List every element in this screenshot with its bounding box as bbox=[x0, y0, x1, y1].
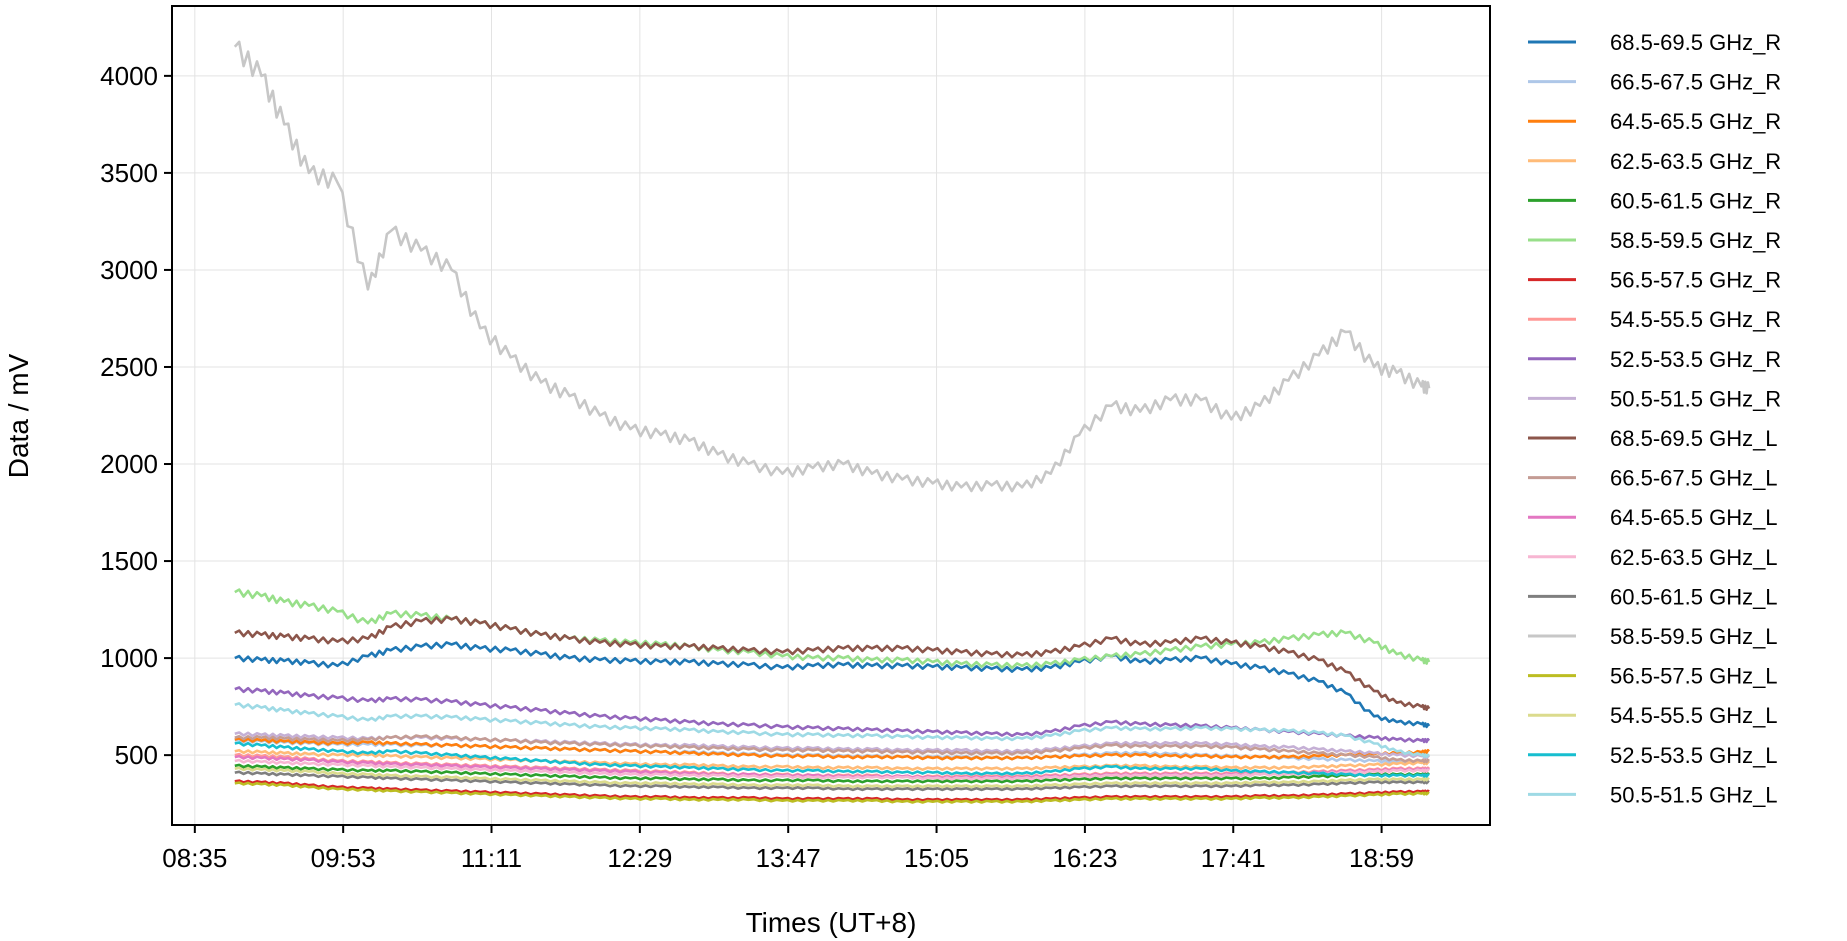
series-line bbox=[234, 615, 1431, 711]
x-tick-label: 11:11 bbox=[461, 843, 522, 873]
series-line bbox=[234, 734, 1430, 764]
legend-label: 50.5-51.5 GHz_L bbox=[1610, 782, 1778, 807]
legend-label: 52.5-53.5 GHz_L bbox=[1610, 743, 1778, 768]
x-axis-title: Times (UT+8) bbox=[746, 907, 917, 938]
x-tick-label: 09:53 bbox=[311, 843, 376, 873]
legend-label: 68.5-69.5 GHz_R bbox=[1610, 30, 1781, 55]
legend-label: 58.5-59.5 GHz_R bbox=[1610, 228, 1781, 253]
legend-label: 60.5-61.5 GHz_R bbox=[1610, 188, 1781, 213]
y-axis-title: Data / mV bbox=[3, 353, 34, 478]
legend: 68.5-69.5 GHz_R 66.5-67.5 GHz_R 64.5-65.5 … bbox=[1528, 30, 1781, 807]
legend-label: 68.5-69.5 GHz_L bbox=[1610, 426, 1778, 451]
series-line bbox=[233, 40, 1431, 493]
legend-label: 50.5-51.5 GHz_R bbox=[1610, 386, 1781, 411]
y-axis-ticks: 500 1000 1500 2000 2500 3000 3500 4000 bbox=[100, 61, 172, 770]
legend-label: 58.5-59.5 GHz_L bbox=[1610, 624, 1778, 649]
series-line bbox=[234, 779, 1430, 802]
series-lines bbox=[233, 40, 1431, 804]
x-tick-label: 17:41 bbox=[1201, 843, 1266, 873]
series-line bbox=[234, 770, 1430, 792]
legend-label: 62.5-63.5 GHz_L bbox=[1610, 545, 1778, 570]
legend-label: 62.5-63.5 GHz_R bbox=[1610, 149, 1781, 174]
y-tick-label: 3000 bbox=[100, 255, 158, 285]
x-tick-label: 18:59 bbox=[1349, 843, 1414, 873]
x-tick-label: 08:35 bbox=[162, 843, 227, 873]
legend-label: 52.5-53.5 GHz_R bbox=[1610, 347, 1781, 372]
x-axis-ticks: 08:35 09:53 11:11 12:29 13:47 15:05 16:23 17:41… bbox=[162, 825, 1414, 873]
series-line bbox=[234, 588, 1431, 670]
x-tick-label: 15:05 bbox=[904, 843, 969, 873]
series-line bbox=[234, 781, 1430, 804]
series-line bbox=[234, 702, 1431, 759]
legend-label: 54.5-55.5 GHz_R bbox=[1610, 307, 1781, 332]
series-line bbox=[234, 748, 1430, 771]
y-tick-label: 3500 bbox=[100, 158, 158, 188]
y-tick-label: 4000 bbox=[100, 61, 158, 91]
series-line bbox=[234, 741, 1430, 778]
series-line bbox=[234, 758, 1430, 781]
plot-frame bbox=[171, 5, 1491, 826]
legend-label: 60.5-61.5 GHz_L bbox=[1610, 584, 1778, 609]
legend-label: 56.5-57.5 GHz_R bbox=[1610, 268, 1781, 293]
legend-label: 64.5-65.5 GHz_L bbox=[1610, 505, 1778, 530]
y-tick-label: 2000 bbox=[100, 449, 158, 479]
y-tick-label: 500 bbox=[115, 740, 158, 770]
legend-label: 64.5-65.5 GHz_R bbox=[1610, 109, 1781, 134]
series-line bbox=[234, 763, 1430, 784]
legend-label: 66.5-67.5 GHz_L bbox=[1610, 466, 1778, 491]
y-tick-label: 1500 bbox=[100, 546, 158, 576]
legend-label: 66.5-67.5 GHz_R bbox=[1610, 70, 1781, 95]
x-tick-label: 12:29 bbox=[607, 843, 672, 873]
x-tick-label: 16:23 bbox=[1052, 843, 1117, 873]
legend-label: 54.5-55.5 GHz_L bbox=[1610, 703, 1778, 728]
series-line bbox=[234, 737, 1430, 761]
y-tick-label: 1000 bbox=[100, 643, 158, 673]
legend-label: 56.5-57.5 GHz_L bbox=[1610, 664, 1778, 689]
series-line bbox=[234, 641, 1431, 729]
x-tick-label: 13:47 bbox=[756, 843, 821, 873]
series-line bbox=[234, 766, 1430, 789]
y-tick-label: 2500 bbox=[100, 352, 158, 382]
